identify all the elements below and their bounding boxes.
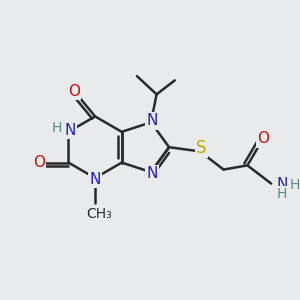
- Text: O: O: [257, 131, 269, 146]
- Text: N: N: [64, 123, 76, 138]
- Text: CH₃: CH₃: [86, 207, 112, 221]
- Text: N: N: [147, 166, 158, 181]
- Text: O: O: [33, 155, 45, 170]
- Text: S: S: [196, 139, 206, 157]
- Text: N: N: [277, 178, 288, 193]
- Text: H: H: [290, 178, 300, 192]
- Text: N: N: [89, 172, 101, 187]
- Text: H: H: [52, 122, 62, 136]
- Text: O: O: [68, 84, 80, 99]
- Text: N: N: [147, 113, 158, 128]
- Text: H: H: [277, 187, 287, 201]
